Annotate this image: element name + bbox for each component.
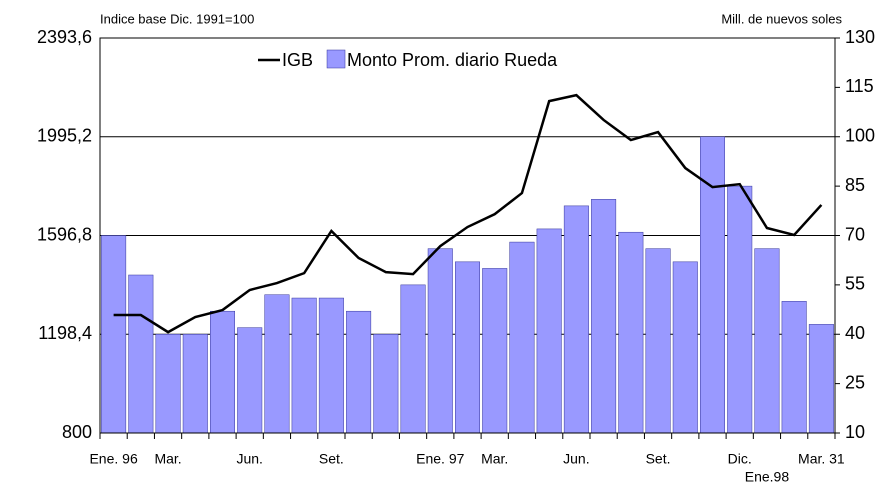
- bar: [727, 185, 753, 434]
- bar: [291, 297, 317, 434]
- bar: [563, 205, 589, 434]
- y2-tick-label: 100: [845, 126, 875, 146]
- bar: [101, 235, 127, 434]
- x-tick-label: Jun.: [236, 451, 262, 467]
- x-tick-label: Ene. 97: [416, 451, 464, 467]
- bar: [591, 199, 617, 434]
- x-tick-label: Set.: [646, 451, 671, 467]
- bar: [400, 284, 426, 434]
- bar: [210, 310, 235, 434]
- y2-tick-label: 85: [845, 175, 865, 195]
- bar: [373, 334, 399, 434]
- y-tick-label: 1596,8: [37, 224, 92, 244]
- y-axis-label: Indice base Dic. 1991=100: [100, 11, 254, 26]
- bar: [128, 274, 154, 434]
- y2-tick-label: 55: [845, 274, 865, 294]
- bar: [237, 327, 263, 434]
- bar: [155, 334, 181, 434]
- bar: [618, 231, 644, 434]
- y-tick-label: 800: [62, 422, 92, 442]
- x-tick-label: Ene. 96: [89, 451, 137, 467]
- bar: [482, 268, 508, 434]
- bar: [455, 261, 480, 434]
- y2-tick-label: 25: [845, 372, 865, 392]
- legend-label: IGB: [282, 50, 313, 70]
- bar: [318, 297, 344, 434]
- x-tick-label: Mar.: [481, 451, 508, 467]
- y2-tick-label: 10: [845, 422, 865, 442]
- bar: [182, 334, 208, 434]
- bar: [808, 324, 834, 434]
- y2-tick-label: 130: [845, 27, 875, 47]
- bar: [264, 294, 290, 434]
- y2-tick-label: 40: [845, 323, 865, 343]
- bar: [672, 261, 698, 434]
- y2-tick-label: 70: [845, 224, 865, 244]
- bar: [645, 248, 671, 434]
- x-tick-label: Dic.: [728, 451, 752, 467]
- y-tick-label: 1995,2: [37, 126, 92, 146]
- x-tick-label: Mar.: [154, 451, 181, 467]
- bar: [536, 228, 562, 434]
- y-tick-label: 2393,6: [37, 27, 92, 47]
- bar: [509, 241, 535, 434]
- bar: [346, 310, 372, 434]
- bar: [754, 248, 780, 434]
- y2-axis-label: Mill. de nuevos soles: [721, 11, 842, 26]
- line: [113, 93, 823, 334]
- plot-frame: [99, 37, 836, 434]
- bar: [781, 301, 807, 434]
- y2-tick-label: 115: [845, 76, 874, 96]
- x-tick-label: Mar. 31: [798, 451, 845, 467]
- x-tick-label: Jun.: [563, 451, 589, 467]
- y-tick-label: 1198,4: [38, 323, 92, 343]
- legend-swatch: [326, 49, 346, 69]
- bar: [427, 248, 453, 434]
- x-tick-label: Set.: [319, 451, 344, 467]
- legend-label: Monto Prom. diario Rueda: [347, 50, 558, 70]
- x-tick-label: Ene.98: [745, 469, 790, 485]
